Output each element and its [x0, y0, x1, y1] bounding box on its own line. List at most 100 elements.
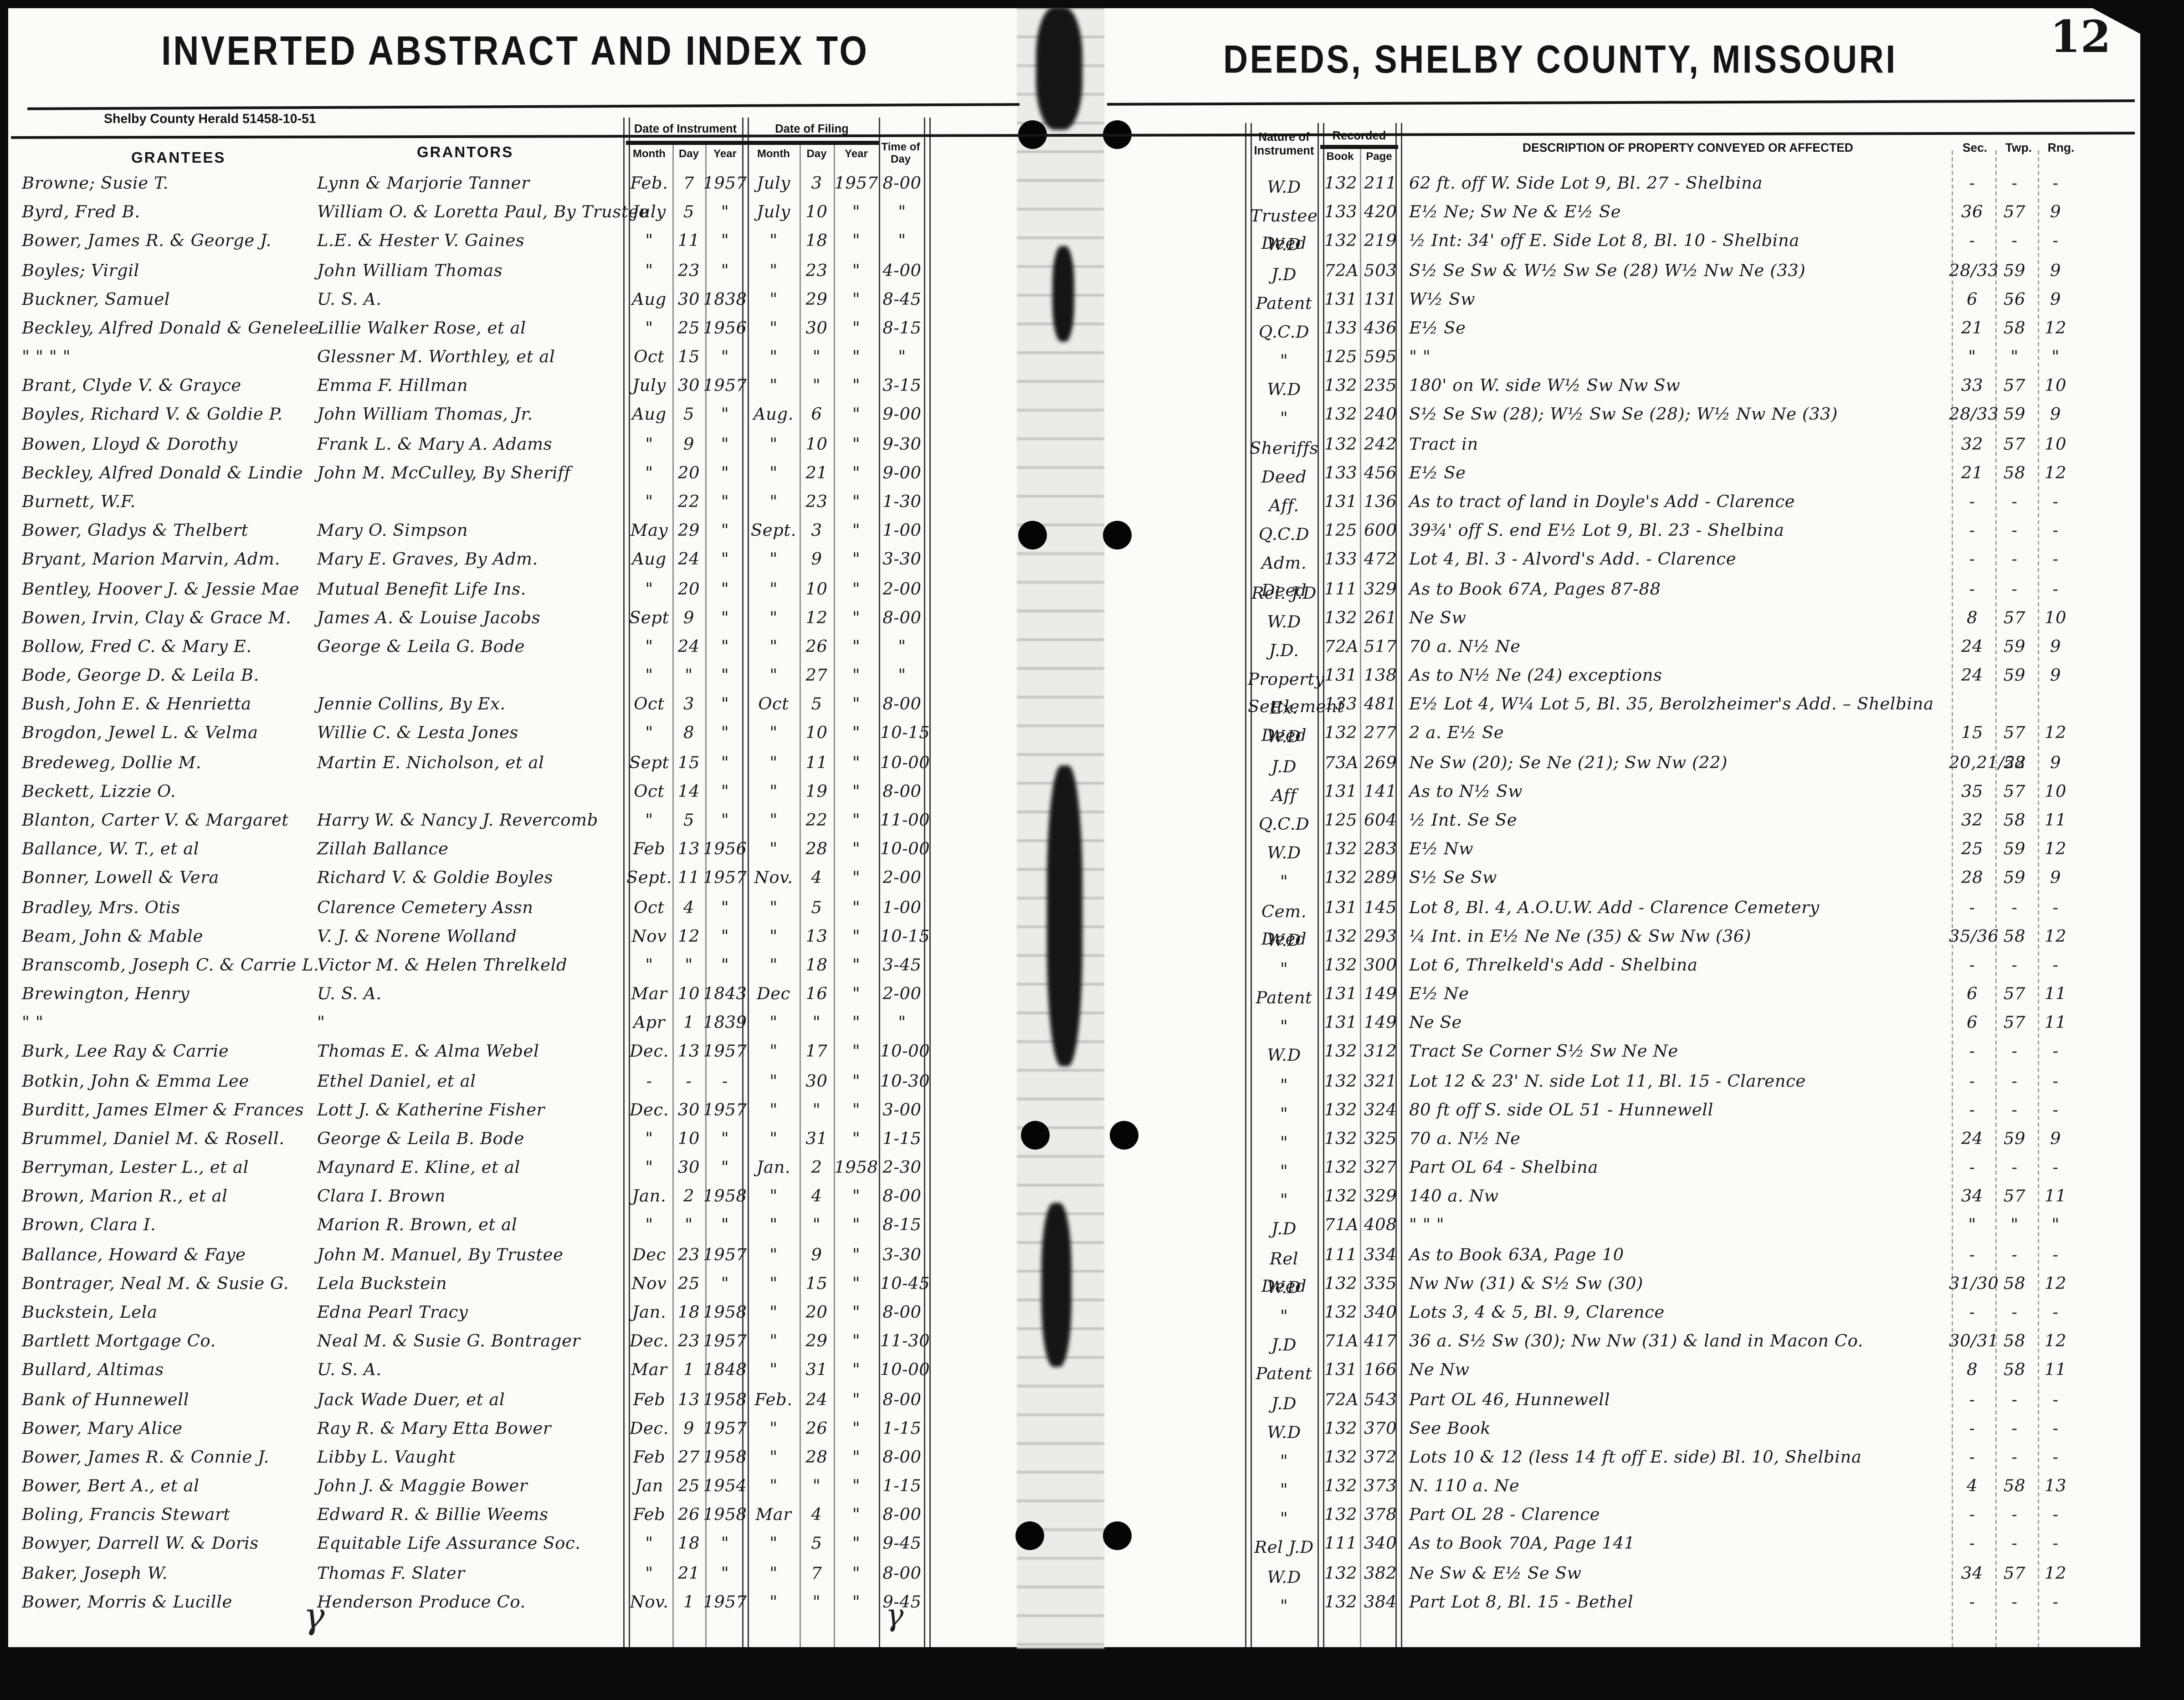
- punch-hole: [1021, 1121, 1050, 1150]
- punch-hole: [1110, 1121, 1138, 1150]
- cell-inst_year: ": [721, 1216, 729, 1235]
- cell-sec: 21: [1961, 318, 1984, 338]
- cell-file_month: ": [769, 376, 778, 395]
- table-row: Beckley, Alfred Donald & Lindie John M. M…: [0, 459, 1022, 488]
- cell-rng: 12: [2044, 1331, 2067, 1351]
- cell-grantor: John William Thomas, Jr.: [317, 405, 533, 425]
- table-row: Bush, John E. & Henrietta Jennie Collins,…: [0, 691, 1022, 720]
- table-row: Q.C.D 133 436 E½ Se 21 58 12: [1248, 314, 2135, 344]
- left-page-entries: Browne; Susie T. Lynn & Marjorie Tanner Fe…: [0, 169, 1022, 1632]
- cell-grantee: " " " ": [22, 347, 71, 367]
- cell-inst_year: ": [721, 637, 729, 656]
- cell-inst_month: Aug: [632, 289, 666, 309]
- cell-file_day: ": [812, 1592, 821, 1612]
- cell-file_month: July: [757, 174, 790, 193]
- cell-time: 10-00: [880, 1361, 930, 1380]
- cell-inst_month: Dec.: [629, 1042, 669, 1062]
- cell-sec: 35/36: [1949, 926, 1999, 946]
- cell-grantee: Bartlett Mortgage Co.: [22, 1331, 216, 1351]
- table-row: " " " " Glessner M. Worthley, et al Oct 15 "…: [0, 343, 1022, 372]
- table-row: Adm. Deed 133 472 Lot 4, Bl. 3 - Alvord's A…: [1248, 546, 2135, 601]
- cell-nature: Patent: [1256, 1365, 1312, 1384]
- cell-file_year: ": [852, 839, 861, 859]
- cell-file_month: ": [769, 347, 778, 367]
- cell-rng: -: [2052, 521, 2059, 540]
- cell-grantee: Bower, James R. & Connie J.: [22, 1447, 269, 1467]
- cell-time: 1-15: [882, 1476, 922, 1496]
- cell-grantee: Browne; Susie T.: [22, 174, 169, 193]
- cell-file_month: ": [769, 955, 778, 975]
- cell-file_year: ": [852, 202, 861, 222]
- cell-page: 277: [1364, 724, 1397, 743]
- table-row: Patent 131 131 W½ Sw 6 56 9: [1248, 285, 2135, 314]
- cell-inst_day: 1: [683, 1592, 695, 1612]
- table-row: " 132 321 Lot 12 & 23' N. side Lot 11, Bl. …: [1248, 1067, 2135, 1096]
- column-line: [672, 145, 675, 1647]
- cell-twp: -: [2011, 955, 2018, 975]
- cell-sec: -: [1969, 1534, 1975, 1554]
- cell-file_year: ": [852, 405, 861, 425]
- cell-book: 132: [1324, 1071, 1358, 1090]
- cell-inst_day: 7: [683, 174, 695, 193]
- cell-sec: 8: [1966, 608, 1978, 627]
- column-line: [1322, 123, 1324, 1647]
- table-row: Browne; Susie T. Lynn & Marjorie Tanner Fe…: [0, 169, 1022, 199]
- cell-page: 600: [1364, 521, 1397, 540]
- cell-grantor: U. S. A.: [317, 984, 382, 1004]
- cell-rng: 12: [2044, 463, 2067, 483]
- cell-twp: -: [2011, 1505, 2018, 1525]
- cell-inst_month: Oct: [634, 694, 665, 714]
- column-line: [628, 118, 630, 1647]
- cell-inst_day: 26: [677, 1505, 700, 1525]
- table-row: Bode, George D. & Leila B. " " " " 27 " ": [0, 662, 1022, 691]
- cell-page: 145: [1364, 897, 1397, 917]
- table-row: W.D 132 283 E½ Nw 25 59 12: [1248, 835, 2135, 864]
- cell-description: Lot 4, Bl. 3 - Alvord's Add. - Clarence: [1409, 550, 1737, 569]
- cell-description: E½ Se: [1409, 463, 1466, 483]
- cell-twp: -: [2011, 1158, 2018, 1177]
- cell-grantee: Bowen, Lloyd & Dorothy: [22, 434, 238, 453]
- cell-grantor: Edward R. & Billie Weems: [317, 1505, 549, 1525]
- cell-file_month: ": [769, 724, 778, 743]
- cell-twp: -: [2011, 550, 2018, 569]
- table-row: Beam, John & Mable V. J. & Norene Wolland…: [0, 922, 1022, 951]
- cell-twp: -: [2011, 1100, 2018, 1120]
- cell-rng: -: [2052, 955, 2059, 975]
- cell-rng: -: [2052, 1071, 2059, 1090]
- table-row: Bower, Mary Alice Ray R. & Mary Etta Bowe…: [0, 1414, 1022, 1443]
- table-row: " 132 372 Lots 10 & 12 (less 14 ft off E. s…: [1248, 1443, 2135, 1473]
- cell-file_day: 23: [805, 492, 828, 511]
- column-header-date-of-instrument: Date of Instrument: [634, 122, 737, 135]
- cell-file_year: ": [852, 1534, 861, 1554]
- cell-sec: -: [1969, 1592, 1975, 1612]
- table-row: W.D 132 261 Ne Sw 8 57 10: [1248, 604, 2135, 633]
- cell-twp: 57: [2003, 1186, 2026, 1206]
- cell-grantee: Bonner, Lowell & Vera: [22, 868, 220, 888]
- cell-file_month: ": [769, 1592, 778, 1612]
- table-row: Bowyer, Darrell W. & Doris Equitable Life…: [0, 1530, 1022, 1559]
- table-row: Rel J.D 111 340 As to Book 70A, Page 141 - - -: [1248, 1530, 2135, 1559]
- table-row: " 132 373 N. 110 a. Ne 4 58 13: [1248, 1472, 2135, 1501]
- table-row: Bowen, Irvin, Clay & Grace M. James A. & …: [0, 604, 1022, 633]
- cell-description: Lot 12 & 23' N. side Lot 11, Bl. 15 - Cl…: [1409, 1071, 1806, 1090]
- cell-file_day: 28: [805, 839, 828, 859]
- cell-twp: 57: [2003, 434, 2026, 453]
- cell-inst_year: ": [721, 666, 729, 685]
- cell-rng: 12: [2044, 318, 2067, 338]
- cell-grantee: Blanton, Carter V. & Margaret: [22, 810, 289, 830]
- cell-inst_day: 18: [677, 1534, 700, 1554]
- cell-book: 132: [1324, 1158, 1358, 1177]
- cell-inst_year: 1958: [703, 1389, 747, 1409]
- cell-nature: ": [1280, 1017, 1288, 1037]
- cell-book: 71A: [1324, 1331, 1359, 1351]
- cell-page: 329: [1364, 579, 1397, 598]
- cell-inst_month: Nov: [631, 1274, 667, 1293]
- cell-file_month: ": [769, 434, 778, 453]
- cell-inst_year: ": [721, 579, 729, 598]
- column-header-day: Day: [806, 148, 827, 160]
- cell-time: 10-00: [880, 839, 930, 859]
- cell-file_day: 10: [805, 724, 828, 743]
- cell-file_month: ": [769, 1476, 778, 1496]
- cell-time: 1-00: [882, 521, 922, 540]
- cell-twp: -: [2011, 897, 2018, 917]
